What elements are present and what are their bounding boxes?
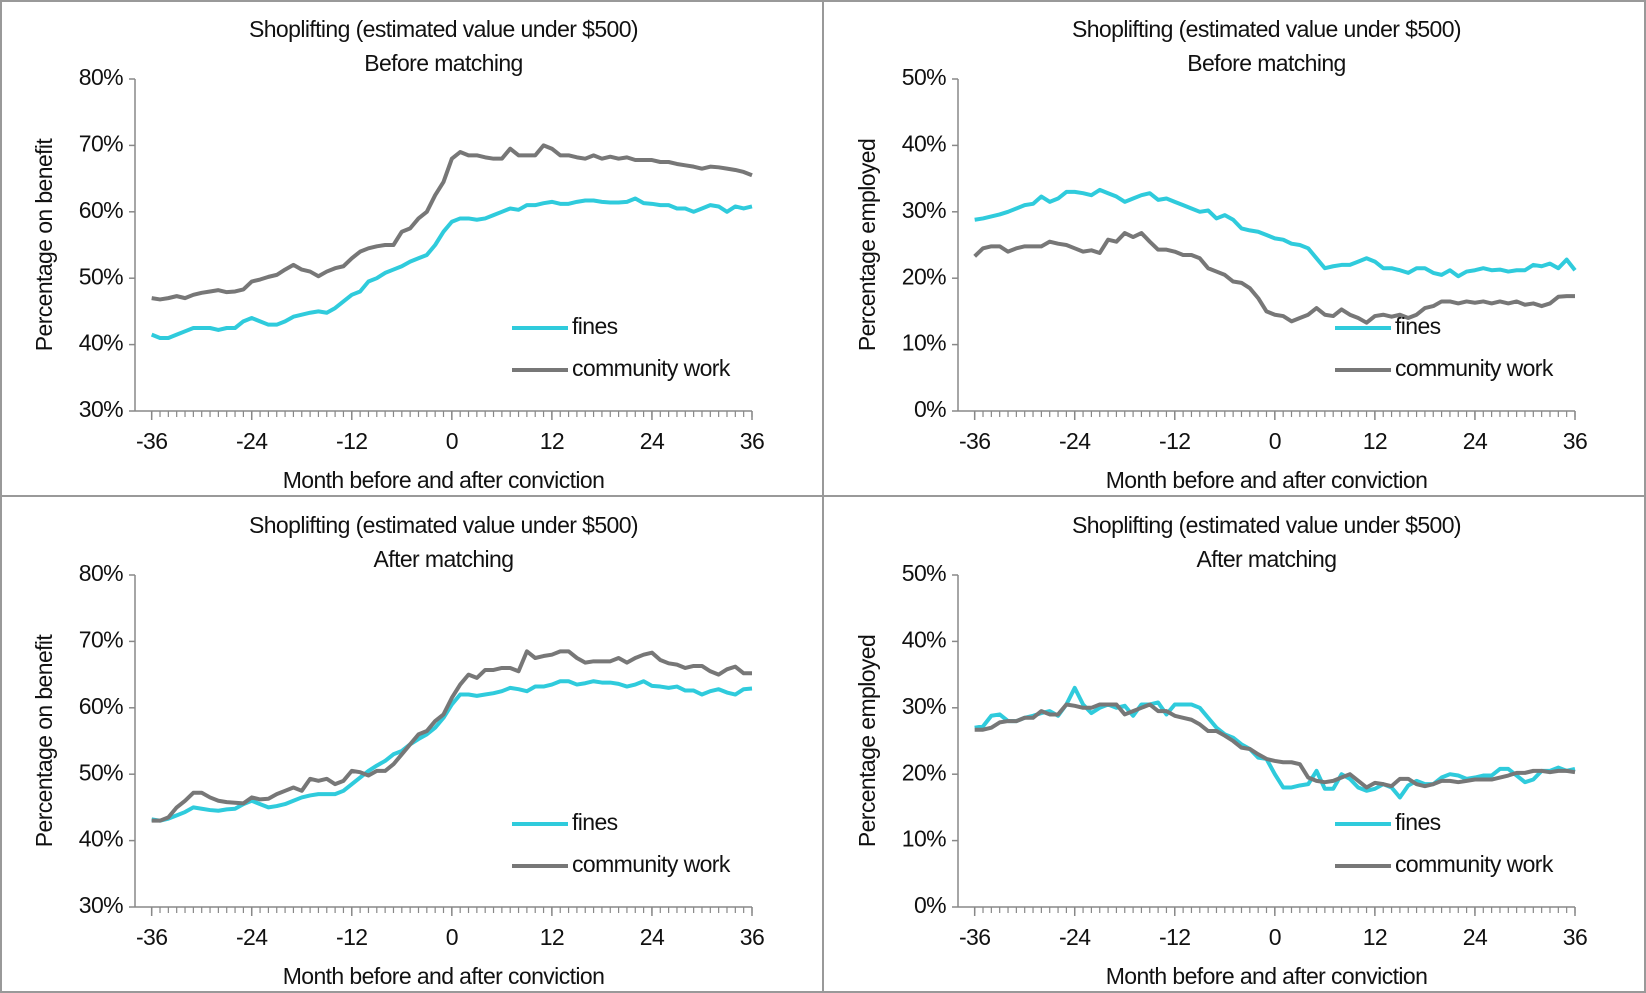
y-tick-label: 30%: [902, 197, 946, 223]
y-tick-label: 10%: [902, 330, 946, 356]
x-tick-label: 24: [640, 428, 665, 454]
y-tick-label: 40%: [902, 130, 946, 156]
y-tick-label: 0%: [914, 396, 946, 422]
legend-label: fines: [1395, 809, 1441, 835]
x-tick-label: -24: [236, 924, 268, 950]
y-tick-label: 20%: [902, 759, 946, 785]
y-tick-label: 40%: [79, 826, 123, 852]
chart-title: Shoplifting (estimated value under $500): [249, 512, 638, 538]
y-tick-label: 60%: [79, 693, 123, 719]
x-tick-label: 0: [446, 428, 458, 454]
legend-label: fines: [1395, 313, 1441, 339]
x-tick-label: 0: [446, 924, 458, 950]
chart-panel: Shoplifting (estimated value under $500)…: [854, 16, 1588, 493]
y-tick-label: 70%: [79, 626, 123, 652]
legend-label: fines: [572, 809, 618, 835]
x-tick-label: -36: [136, 428, 167, 454]
legend-label: community work: [1395, 851, 1554, 877]
series-line: [974, 702, 1576, 790]
y-axis-label: Percentage employed: [854, 139, 880, 351]
legend-label: community work: [1395, 355, 1554, 381]
series-line: [150, 196, 753, 340]
x-tick-label: -36: [136, 924, 167, 950]
x-tick-label: -24: [1059, 924, 1091, 950]
x-tick-label: -24: [236, 428, 268, 454]
x-tick-label: -36: [959, 924, 990, 950]
legend-label: community work: [572, 851, 731, 877]
x-tick-label: -12: [336, 428, 367, 454]
x-tick-label: -12: [336, 924, 367, 950]
series-line: [973, 231, 1575, 325]
legend-label: fines: [572, 313, 618, 339]
x-tick-label: 36: [1563, 428, 1587, 454]
chart-subtitle: Before matching: [364, 50, 522, 76]
x-tick-label: 24: [1463, 924, 1488, 950]
y-tick-label: 0%: [914, 892, 946, 918]
y-tick-label: 50%: [902, 560, 946, 586]
x-tick-label: 12: [1363, 428, 1387, 454]
x-tick-label: 12: [540, 428, 564, 454]
chart-subtitle: After matching: [374, 546, 514, 572]
x-tick-label: 24: [1463, 428, 1488, 454]
x-axis-label: Month before and after conviction: [1106, 467, 1428, 493]
x-tick-label: 36: [1563, 924, 1587, 950]
y-tick-label: 10%: [902, 826, 946, 852]
y-tick-label: 40%: [79, 330, 123, 356]
chart-title: Shoplifting (estimated value under $500): [1072, 512, 1461, 538]
x-axis-label: Month before and after conviction: [283, 467, 605, 493]
y-tick-label: 30%: [79, 892, 123, 918]
x-axis-label: Month before and after conviction: [1106, 963, 1428, 989]
x-tick-label: 12: [1363, 924, 1387, 950]
x-tick-label: 36: [740, 428, 764, 454]
x-tick-label: 36: [740, 924, 764, 950]
x-tick-label: -36: [959, 428, 990, 454]
x-tick-label: 24: [640, 924, 665, 950]
chart-subtitle: After matching: [1197, 546, 1337, 572]
y-tick-label: 60%: [79, 197, 123, 223]
x-tick-label: -12: [1159, 428, 1190, 454]
y-tick-label: 40%: [902, 626, 946, 652]
y-tick-label: 30%: [79, 396, 123, 422]
y-tick-label: 50%: [79, 759, 123, 785]
y-tick-label: 30%: [902, 693, 946, 719]
y-axis-label: Percentage employed: [854, 635, 880, 847]
legend-label: community work: [572, 355, 731, 381]
y-tick-label: 80%: [79, 560, 123, 586]
series-line: [151, 143, 753, 302]
y-tick-label: 50%: [902, 64, 946, 90]
chart-title: Shoplifting (estimated value under $500): [249, 16, 638, 42]
chart-panel: Shoplifting (estimated value under $500)…: [31, 512, 765, 989]
y-axis-label: Percentage on benefit: [31, 634, 57, 848]
y-tick-label: 20%: [902, 263, 946, 289]
y-tick-label: 70%: [79, 130, 123, 156]
chart-panel: Shoplifting (estimated value under $500)…: [31, 16, 765, 493]
series-line: [151, 679, 753, 823]
series-line: [974, 187, 1577, 279]
y-tick-label: 50%: [79, 263, 123, 289]
series-line: [151, 649, 752, 823]
x-tick-label: 0: [1269, 924, 1281, 950]
x-tick-label: -12: [1159, 924, 1190, 950]
chart-panel: Shoplifting (estimated value under $500)…: [854, 512, 1588, 989]
x-tick-label: 0: [1269, 428, 1281, 454]
panel-border: [822, 495, 1646, 993]
y-tick-label: 80%: [79, 64, 123, 90]
x-tick-label: 12: [540, 924, 564, 950]
y-axis-label: Percentage on benefit: [31, 138, 57, 352]
x-tick-label: -24: [1059, 428, 1091, 454]
x-axis-label: Month before and after conviction: [283, 963, 605, 989]
chart-subtitle: Before matching: [1187, 50, 1345, 76]
chart-title: Shoplifting (estimated value under $500): [1072, 16, 1461, 42]
